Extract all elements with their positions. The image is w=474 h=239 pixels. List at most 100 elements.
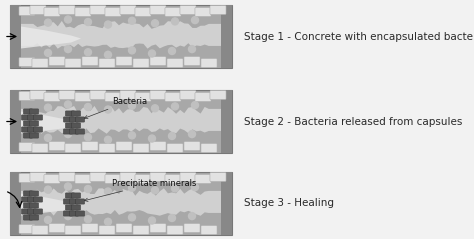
FancyBboxPatch shape — [116, 56, 132, 65]
FancyBboxPatch shape — [133, 59, 149, 68]
FancyBboxPatch shape — [32, 59, 48, 68]
FancyBboxPatch shape — [120, 5, 136, 15]
FancyBboxPatch shape — [33, 197, 43, 202]
FancyBboxPatch shape — [64, 199, 73, 204]
FancyBboxPatch shape — [150, 141, 166, 151]
Polygon shape — [21, 194, 81, 216]
Circle shape — [64, 183, 72, 190]
FancyBboxPatch shape — [29, 203, 38, 208]
Circle shape — [45, 134, 52, 141]
FancyBboxPatch shape — [23, 121, 33, 126]
Circle shape — [84, 103, 91, 110]
FancyBboxPatch shape — [167, 225, 183, 234]
FancyBboxPatch shape — [27, 115, 36, 120]
FancyBboxPatch shape — [33, 127, 43, 132]
Text: Stage 1 - Concrete with encapsulated bacteria: Stage 1 - Concrete with encapsulated bac… — [244, 32, 474, 42]
FancyBboxPatch shape — [120, 90, 136, 100]
FancyBboxPatch shape — [72, 205, 81, 210]
FancyBboxPatch shape — [75, 7, 91, 16]
Circle shape — [104, 188, 111, 195]
FancyBboxPatch shape — [49, 141, 65, 151]
FancyBboxPatch shape — [133, 225, 149, 234]
Circle shape — [152, 20, 158, 27]
Circle shape — [84, 185, 91, 192]
FancyBboxPatch shape — [184, 141, 200, 151]
FancyBboxPatch shape — [21, 115, 31, 120]
Bar — [221, 5, 232, 68]
FancyBboxPatch shape — [150, 173, 166, 182]
FancyBboxPatch shape — [105, 174, 121, 184]
Circle shape — [45, 19, 52, 26]
Circle shape — [189, 213, 195, 220]
FancyBboxPatch shape — [32, 225, 48, 234]
FancyBboxPatch shape — [116, 223, 132, 233]
Circle shape — [104, 51, 111, 58]
FancyBboxPatch shape — [180, 173, 196, 182]
Text: Stage 2 - Bacteria released from capsules: Stage 2 - Bacteria released from capsule… — [244, 116, 462, 126]
Circle shape — [64, 16, 72, 23]
Circle shape — [128, 102, 136, 109]
Bar — [10, 90, 21, 153]
FancyBboxPatch shape — [180, 5, 196, 15]
FancyBboxPatch shape — [90, 173, 106, 182]
Text: Bacteria: Bacteria — [84, 97, 147, 119]
FancyBboxPatch shape — [23, 109, 33, 114]
FancyBboxPatch shape — [90, 90, 106, 100]
Bar — [10, 90, 232, 153]
FancyBboxPatch shape — [65, 143, 81, 152]
FancyBboxPatch shape — [21, 209, 31, 214]
Circle shape — [148, 217, 155, 224]
FancyBboxPatch shape — [99, 225, 115, 234]
Circle shape — [168, 214, 175, 222]
Circle shape — [64, 213, 72, 220]
FancyBboxPatch shape — [30, 173, 46, 182]
FancyBboxPatch shape — [75, 211, 84, 216]
FancyBboxPatch shape — [75, 129, 84, 134]
FancyBboxPatch shape — [82, 141, 98, 151]
FancyBboxPatch shape — [201, 143, 217, 152]
FancyBboxPatch shape — [19, 174, 35, 183]
FancyBboxPatch shape — [69, 117, 79, 122]
FancyBboxPatch shape — [29, 133, 38, 138]
Bar — [10, 5, 21, 68]
Circle shape — [84, 134, 91, 141]
FancyBboxPatch shape — [65, 111, 74, 116]
FancyBboxPatch shape — [75, 174, 91, 184]
Circle shape — [152, 105, 158, 112]
FancyBboxPatch shape — [99, 143, 115, 152]
Polygon shape — [21, 27, 81, 49]
FancyBboxPatch shape — [195, 92, 211, 102]
FancyBboxPatch shape — [133, 143, 149, 152]
FancyBboxPatch shape — [19, 57, 35, 66]
FancyBboxPatch shape — [64, 117, 73, 122]
Circle shape — [191, 184, 199, 191]
FancyBboxPatch shape — [165, 174, 181, 184]
FancyBboxPatch shape — [64, 129, 73, 134]
FancyBboxPatch shape — [165, 92, 181, 102]
FancyBboxPatch shape — [82, 223, 98, 233]
Circle shape — [172, 18, 179, 25]
FancyBboxPatch shape — [210, 5, 226, 15]
FancyBboxPatch shape — [29, 191, 38, 196]
FancyBboxPatch shape — [167, 59, 183, 68]
FancyBboxPatch shape — [29, 109, 38, 114]
Circle shape — [128, 132, 136, 139]
FancyBboxPatch shape — [19, 142, 35, 152]
FancyBboxPatch shape — [65, 193, 74, 198]
FancyBboxPatch shape — [99, 59, 115, 68]
FancyBboxPatch shape — [75, 92, 91, 102]
FancyBboxPatch shape — [65, 205, 74, 210]
Circle shape — [148, 135, 155, 142]
FancyBboxPatch shape — [23, 191, 33, 196]
Circle shape — [64, 46, 72, 53]
Circle shape — [84, 49, 91, 56]
FancyBboxPatch shape — [19, 92, 35, 101]
FancyBboxPatch shape — [105, 7, 121, 16]
Circle shape — [148, 50, 155, 57]
Bar — [221, 172, 232, 235]
FancyBboxPatch shape — [33, 209, 43, 214]
FancyBboxPatch shape — [167, 143, 183, 152]
FancyBboxPatch shape — [33, 115, 43, 120]
Bar — [221, 90, 232, 153]
FancyBboxPatch shape — [90, 5, 106, 15]
